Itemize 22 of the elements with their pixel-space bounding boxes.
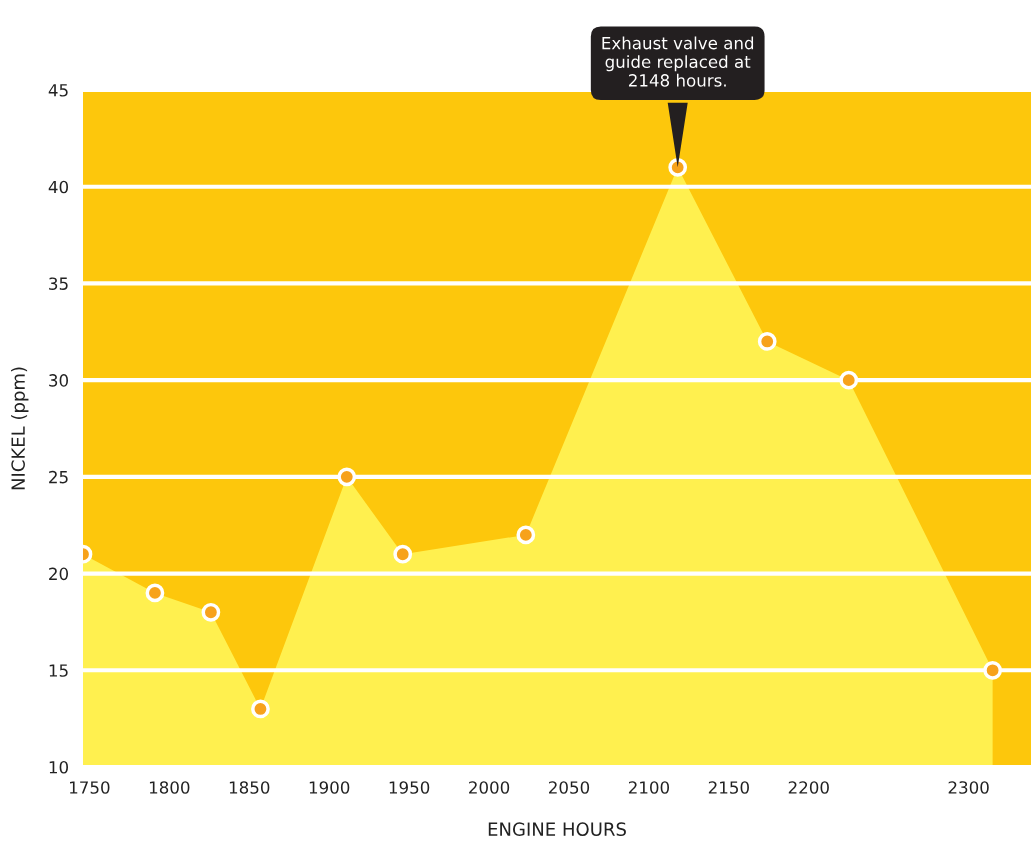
y-tick-label: 10 <box>49 760 68 774</box>
x-axis-title: ENGINE HOURS <box>488 822 626 836</box>
y-tick-label: 45 <box>48 84 68 97</box>
x-tick-label: 1850 <box>229 781 270 794</box>
x-tick-label: 2000 <box>469 781 510 794</box>
x-tick-label: 1900 <box>309 781 350 794</box>
y-tick-label: 25 <box>49 470 68 484</box>
y-tick-label: 15 <box>49 664 68 677</box>
x-tick-label: 1950 <box>389 781 430 794</box>
y-tick-label: 20 <box>49 567 68 581</box>
y-axis-title: NICKEL (ppm) <box>11 367 29 490</box>
y-tick-label: 40 <box>48 180 68 194</box>
x-tick-label: 2300 <box>948 781 989 794</box>
x-tick-label: 1800 <box>149 781 190 794</box>
x-tick-label: 1750 <box>70 781 110 794</box>
x-tick-label: 2050 <box>549 781 590 794</box>
x-tick-label: 2200 <box>788 781 829 794</box>
y-tick-label: 30 <box>49 374 68 387</box>
x-tick-label: 2100 <box>628 781 670 794</box>
annotation: Exhaust valve and guide replaced at 2148 hours. <box>602 36 754 87</box>
y-tick-label: 35 <box>49 277 68 290</box>
x-tick-label: 2150 <box>708 781 749 794</box>
